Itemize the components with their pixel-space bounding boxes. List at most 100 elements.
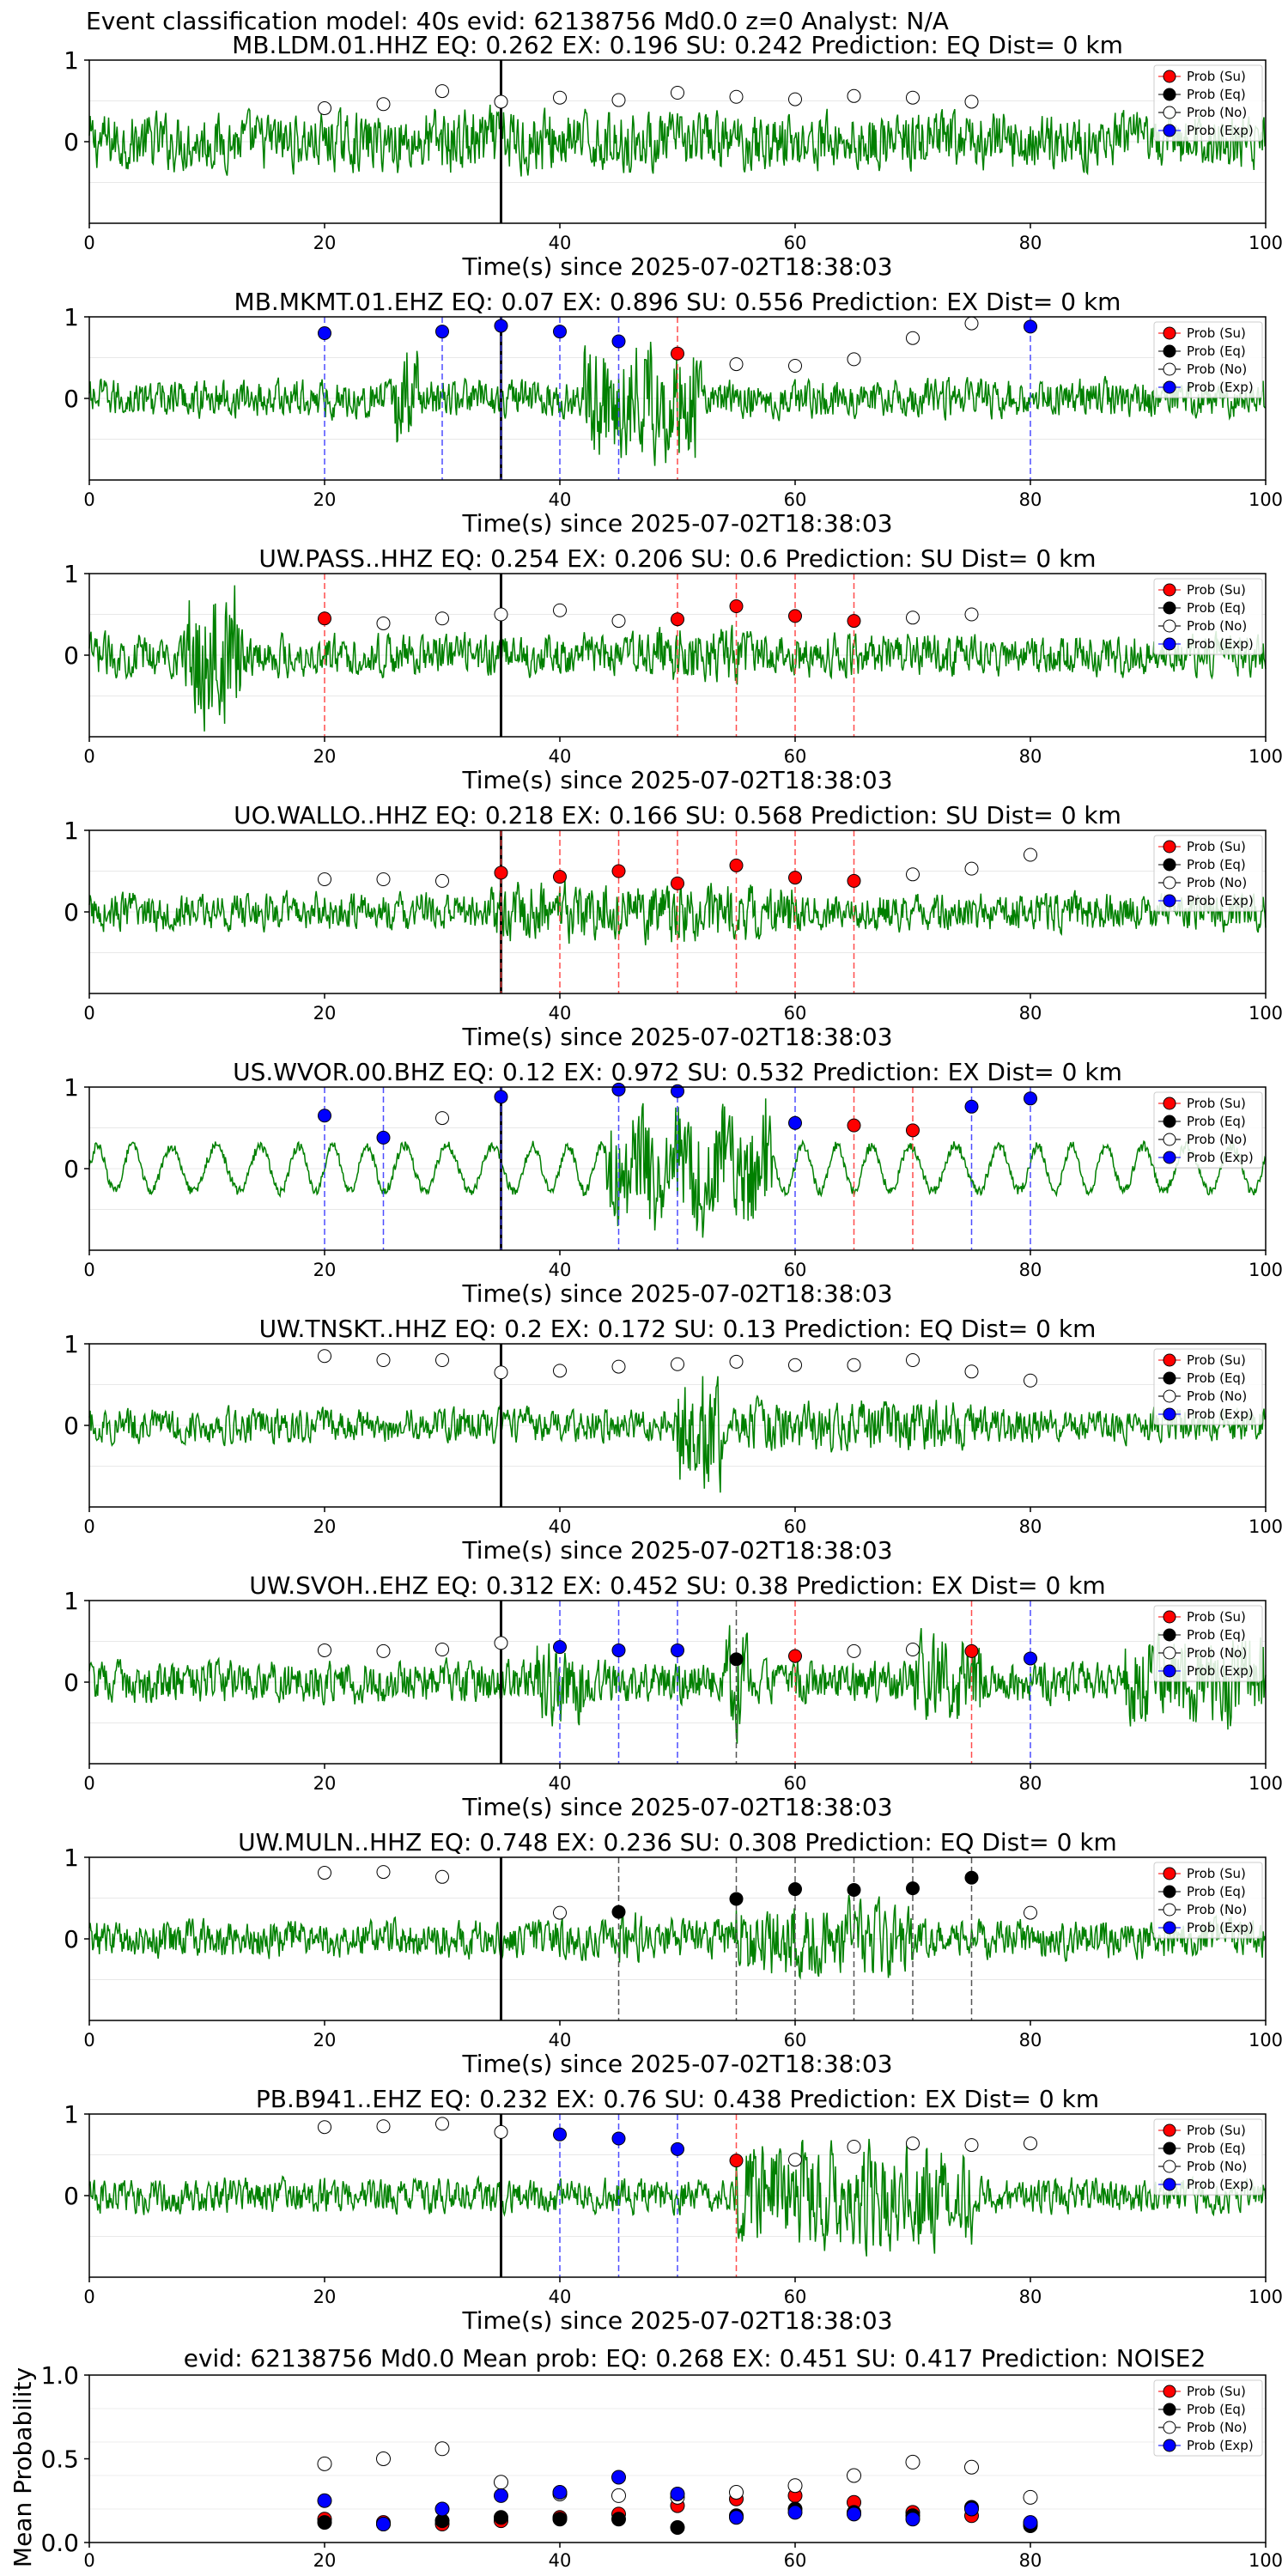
legend-marker	[1163, 1885, 1176, 1899]
prob-marker	[553, 1364, 567, 1378]
prob-marker	[435, 1353, 449, 1367]
y-tick-label: 1	[64, 2100, 79, 2129]
prob-marker	[611, 1643, 626, 1657]
legend-label: Prob (Exp)	[1187, 1920, 1254, 1935]
prob-marker	[376, 616, 391, 630]
legend-box	[1153, 2118, 1263, 2196]
panel-title: UW.PASS..HHZ EQ: 0.254 EX: 0.206 SU: 0.6…	[258, 544, 1096, 573]
legend-label: Prob (Su)	[1187, 1096, 1246, 1111]
prob-marker	[1024, 848, 1037, 862]
prob-marker	[671, 612, 684, 627]
y-tick-label: 1	[64, 1330, 79, 1358]
y-tick-label: 0	[64, 128, 79, 156]
prob-marker	[788, 609, 802, 623]
legend-label: Prob (Eq)	[1187, 1370, 1246, 1386]
legend-marker	[1163, 2160, 1176, 2173]
prob-marker	[376, 1865, 391, 1880]
x-tick-label: 0	[83, 1516, 94, 1537]
x-tick-label: 100	[1249, 2287, 1283, 2307]
y-tick-label: 1	[64, 1844, 79, 1872]
prob-marker	[318, 1349, 331, 1364]
legend-box	[1153, 1862, 1263, 1939]
prob-marker	[788, 359, 802, 373]
prob-marker	[494, 1636, 508, 1650]
waveform-panel: UO.WALLO..HHZ EQ: 0.218 EX: 0.166 SU: 0.…	[64, 801, 1283, 1051]
prob-marker	[788, 1649, 802, 1663]
prob-marker	[435, 325, 449, 339]
mean-prob-marker	[787, 2478, 803, 2494]
legend-label: Prob (Exp)	[1187, 893, 1254, 908]
x-tick-label: 60	[784, 2550, 807, 2571]
mean-prob-marker	[317, 2515, 332, 2530]
y-tick-label: 1	[64, 46, 79, 75]
legend-marker	[1163, 1921, 1176, 1935]
y-tick-label: 0	[64, 641, 79, 670]
y-tick-label: 1	[64, 560, 79, 588]
legend-marker	[1163, 619, 1176, 633]
mean-prob-marker	[729, 2485, 744, 2500]
legend-label: Prob (No)	[1187, 1388, 1247, 1404]
legend-marker	[1163, 344, 1176, 358]
prob-marker	[729, 1892, 744, 1906]
legend-label: Prob (Exp)	[1187, 1150, 1254, 1165]
prob-marker	[906, 1643, 920, 1656]
legend-box	[1153, 2379, 1263, 2457]
legend-marker	[1163, 1646, 1176, 1660]
legend-marker	[1163, 380, 1176, 394]
x-tick-label: 80	[1019, 746, 1042, 767]
prob-marker	[847, 614, 861, 629]
legend-marker	[1163, 876, 1176, 890]
prob-marker	[788, 92, 802, 106]
x-tick-label: 0	[83, 2287, 94, 2307]
mean-prob-marker	[964, 2501, 979, 2517]
x-axis-label: Time(s) since 2025-07-02T18:38:03	[461, 1793, 892, 1821]
panel-title: MB.MKMT.01.EHZ EQ: 0.07 EX: 0.896 SU: 0.…	[234, 288, 1121, 316]
prob-marker	[318, 101, 331, 116]
legend-marker	[1163, 1664, 1176, 1678]
legend-label: Prob (Su)	[1187, 325, 1246, 341]
prob-marker	[553, 603, 567, 617]
prob-marker	[435, 873, 449, 888]
mean-prob-marker	[1023, 2489, 1038, 2505]
prob-marker	[847, 1883, 861, 1897]
x-tick-label: 80	[1019, 2287, 1042, 2307]
prob-marker	[788, 1115, 802, 1130]
legend-label: Prob (Eq)	[1187, 2402, 1246, 2417]
x-tick-label: 20	[313, 2287, 337, 2307]
x-tick-label: 40	[549, 2287, 572, 2307]
prob-marker	[1024, 1091, 1037, 1106]
prob-marker	[847, 352, 861, 367]
prob-marker	[435, 2117, 449, 2131]
prob-marker	[906, 611, 920, 625]
x-tick-label: 40	[549, 1260, 572, 1280]
x-tick-label: 80	[1019, 233, 1042, 253]
legend: Prob (Su) Prob (Eq) Prob (No) Prob (Exp)	[1153, 835, 1263, 912]
legend-label: Prob (No)	[1187, 1645, 1247, 1661]
legend-label: Prob (Eq)	[1187, 857, 1246, 872]
prob-marker	[553, 325, 567, 339]
legend: Prob (Su) Prob (Eq) Prob (No) Prob (Exp)	[1153, 64, 1263, 142]
x-tick-label: 0	[83, 489, 94, 510]
waveform-panel: UW.TNSKT..HHZ EQ: 0.2 EX: 0.172 SU: 0.13…	[64, 1315, 1283, 1564]
x-tick-label: 40	[549, 2550, 572, 2571]
prob-marker	[318, 326, 331, 340]
prob-marker	[964, 1870, 979, 1885]
x-tick-label: 60	[784, 746, 807, 767]
mean-prob-marker	[729, 2510, 744, 2525]
prob-marker	[1024, 1651, 1037, 1666]
x-axis-label: Time(s) since 2025-07-02T18:38:03	[461, 2306, 892, 2335]
waveform-panel: US.WVOR.00.BHZ EQ: 0.12 EX: 0.972 SU: 0.…	[64, 1058, 1283, 1308]
prob-marker	[494, 607, 508, 622]
legend-marker	[1163, 1353, 1176, 1367]
prob-marker	[671, 1084, 684, 1098]
prob-marker	[671, 346, 684, 361]
legend-label: Prob (No)	[1187, 875, 1247, 890]
mean-prob-marker	[494, 2488, 508, 2503]
mean-prob-marker	[964, 2459, 979, 2475]
prob-marker	[729, 2154, 744, 2168]
legend-label: Prob (No)	[1187, 105, 1247, 120]
prob-marker	[494, 1365, 508, 1380]
x-tick-label: 80	[1019, 1260, 1042, 1280]
legend-box	[1153, 1605, 1263, 1682]
